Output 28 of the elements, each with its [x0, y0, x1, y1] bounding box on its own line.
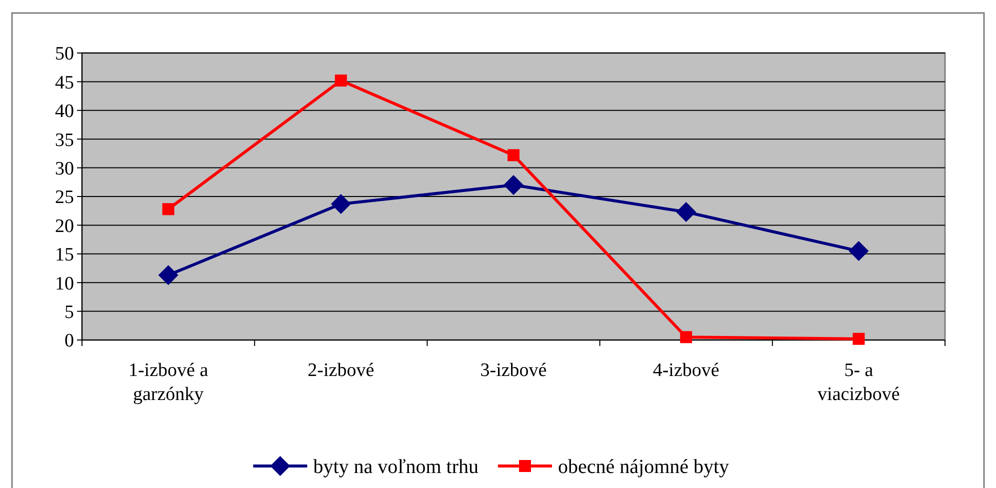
x-tick-label: 5- a viacizbové [818, 360, 900, 405]
y-tick-label: 40 [55, 101, 74, 122]
y-tick-label: 50 [55, 44, 74, 65]
point [680, 331, 692, 344]
y-tick-label: 20 [55, 216, 74, 237]
point [334, 74, 347, 87]
point [508, 149, 520, 162]
y-tick-label: 35 [55, 130, 74, 151]
y-tick-label: 10 [55, 273, 74, 294]
point [848, 241, 869, 262]
point [504, 175, 524, 196]
y-tick-label: 45 [55, 72, 74, 94]
x-tick-label: 4-izbové [652, 360, 720, 381]
x-tick-label: 3-izbové [480, 360, 547, 381]
legend-label: obecné nájomné byty [558, 456, 730, 478]
y-tick-label: 5 [64, 302, 74, 323]
x-tick-label: 2-izbové [308, 360, 374, 381]
legend-label: byty na voľnom trhu [313, 456, 479, 478]
y-tick-label: 0 [64, 330, 74, 352]
point [158, 265, 178, 286]
point [162, 203, 174, 216]
x-tick-label: 1-izbové a garzónky [128, 360, 209, 405]
y-tick-label: 25 [55, 187, 74, 208]
y-tick-label: 15 [55, 244, 74, 266]
point [852, 332, 865, 345]
point [330, 194, 351, 214]
y-tick-label: 30 [55, 158, 74, 180]
point [676, 202, 696, 222]
